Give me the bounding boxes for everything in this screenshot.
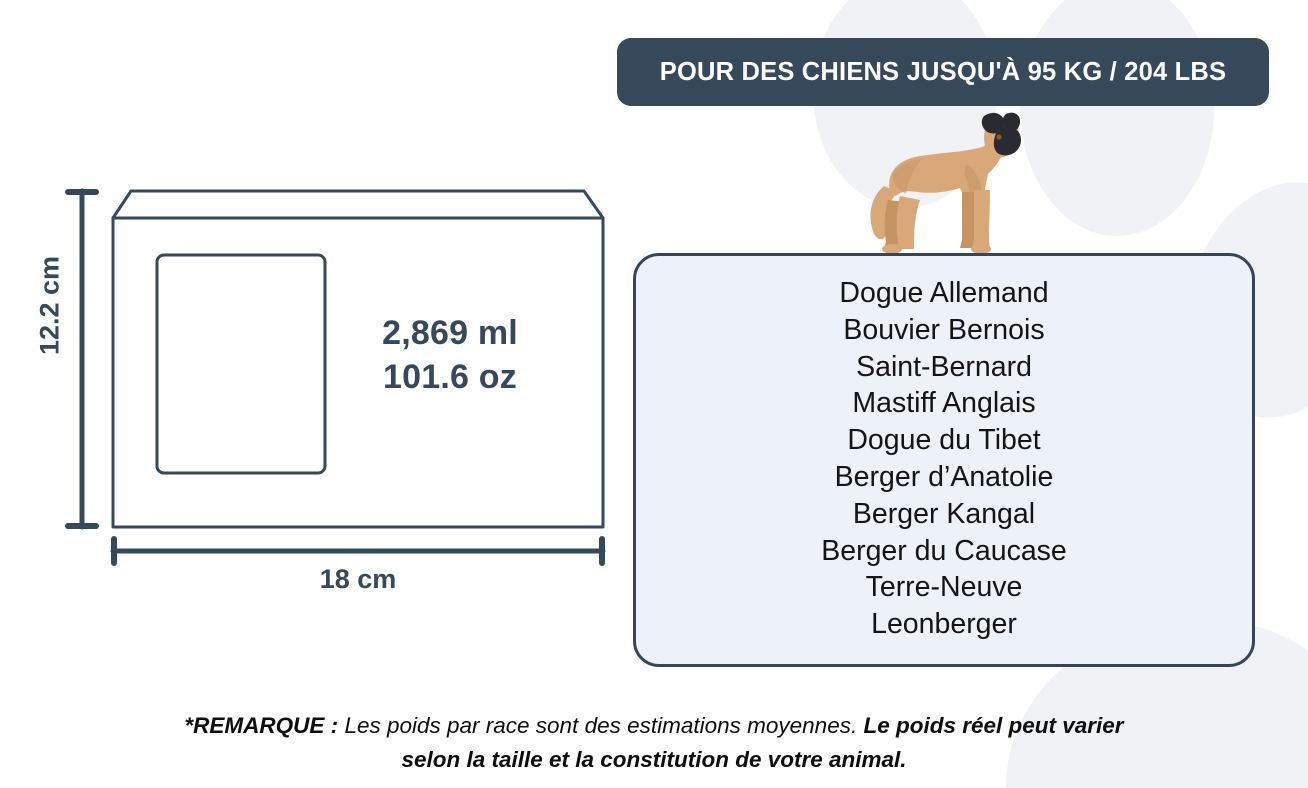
width-dimension-line — [110, 536, 606, 566]
footnote-normal: Les poids par race sont des estimations … — [338, 712, 864, 738]
list-item: Mastiff Anglais — [852, 387, 1036, 420]
header-banner: POUR DES CHIENS JUSQU'À 95 KG / 204 LBS — [617, 38, 1269, 106]
footnote-disclaimer: *REMARQUE : Les poids par race sont des … — [154, 709, 1154, 777]
box-width-label: 18 cm — [319, 564, 397, 594]
dog-front-leg-far — [960, 192, 976, 248]
list-item: Saint-Bernard — [856, 350, 1032, 383]
box-window — [155, 253, 327, 475]
box-volume-text: 2,869 ml 101.6 oz — [300, 312, 600, 399]
height-dimension-line — [65, 188, 99, 530]
product-box-diagram: 2,869 ml 101.6 oz 18 cm 12.2 cm — [0, 0, 640, 680]
breed-list: Dogue Allemand Bouvier Bernois Saint-Ber… — [648, 275, 1240, 643]
list-item: Terre-Neuve — [865, 571, 1023, 604]
volume-ml: 2,869 ml — [382, 314, 518, 352]
list-item: Bouvier Bernois — [843, 313, 1045, 346]
list-item: Dogue Allemand — [839, 277, 1049, 310]
list-item: Berger Kangal — [852, 497, 1036, 530]
list-item: Leonberger — [871, 608, 1017, 641]
list-item: Berger du Caucase — [821, 534, 1067, 567]
footnote-lead: *REMARQUE : — [184, 712, 339, 738]
dog-front-leg-near — [972, 190, 990, 249]
box-height-label: 12.2 cm — [34, 255, 65, 356]
volume-oz: 101.6 oz — [383, 357, 517, 396]
paw-toe-upper-right — [1020, 0, 1214, 236]
list-item: Berger d’Anatolie — [834, 461, 1054, 493]
dog-paw-front — [971, 244, 991, 254]
dog-eye — [996, 134, 1002, 140]
dog-hind-leg-near — [896, 196, 920, 249]
header-title: POUR DES CHIENS JUSQU'À 95 KG / 204 LBS — [659, 57, 1227, 86]
dog-paw-rear — [882, 244, 902, 254]
dog-muzzle-mask — [993, 126, 1021, 156]
list-item: Dogue du Tibet — [847, 424, 1041, 457]
great-dane-icon — [862, 104, 1022, 256]
breed-list-card: Dogue Allemand Bouvier Bernois Saint-Ber… — [633, 253, 1255, 667]
dog-ear-far — [1002, 112, 1021, 133]
